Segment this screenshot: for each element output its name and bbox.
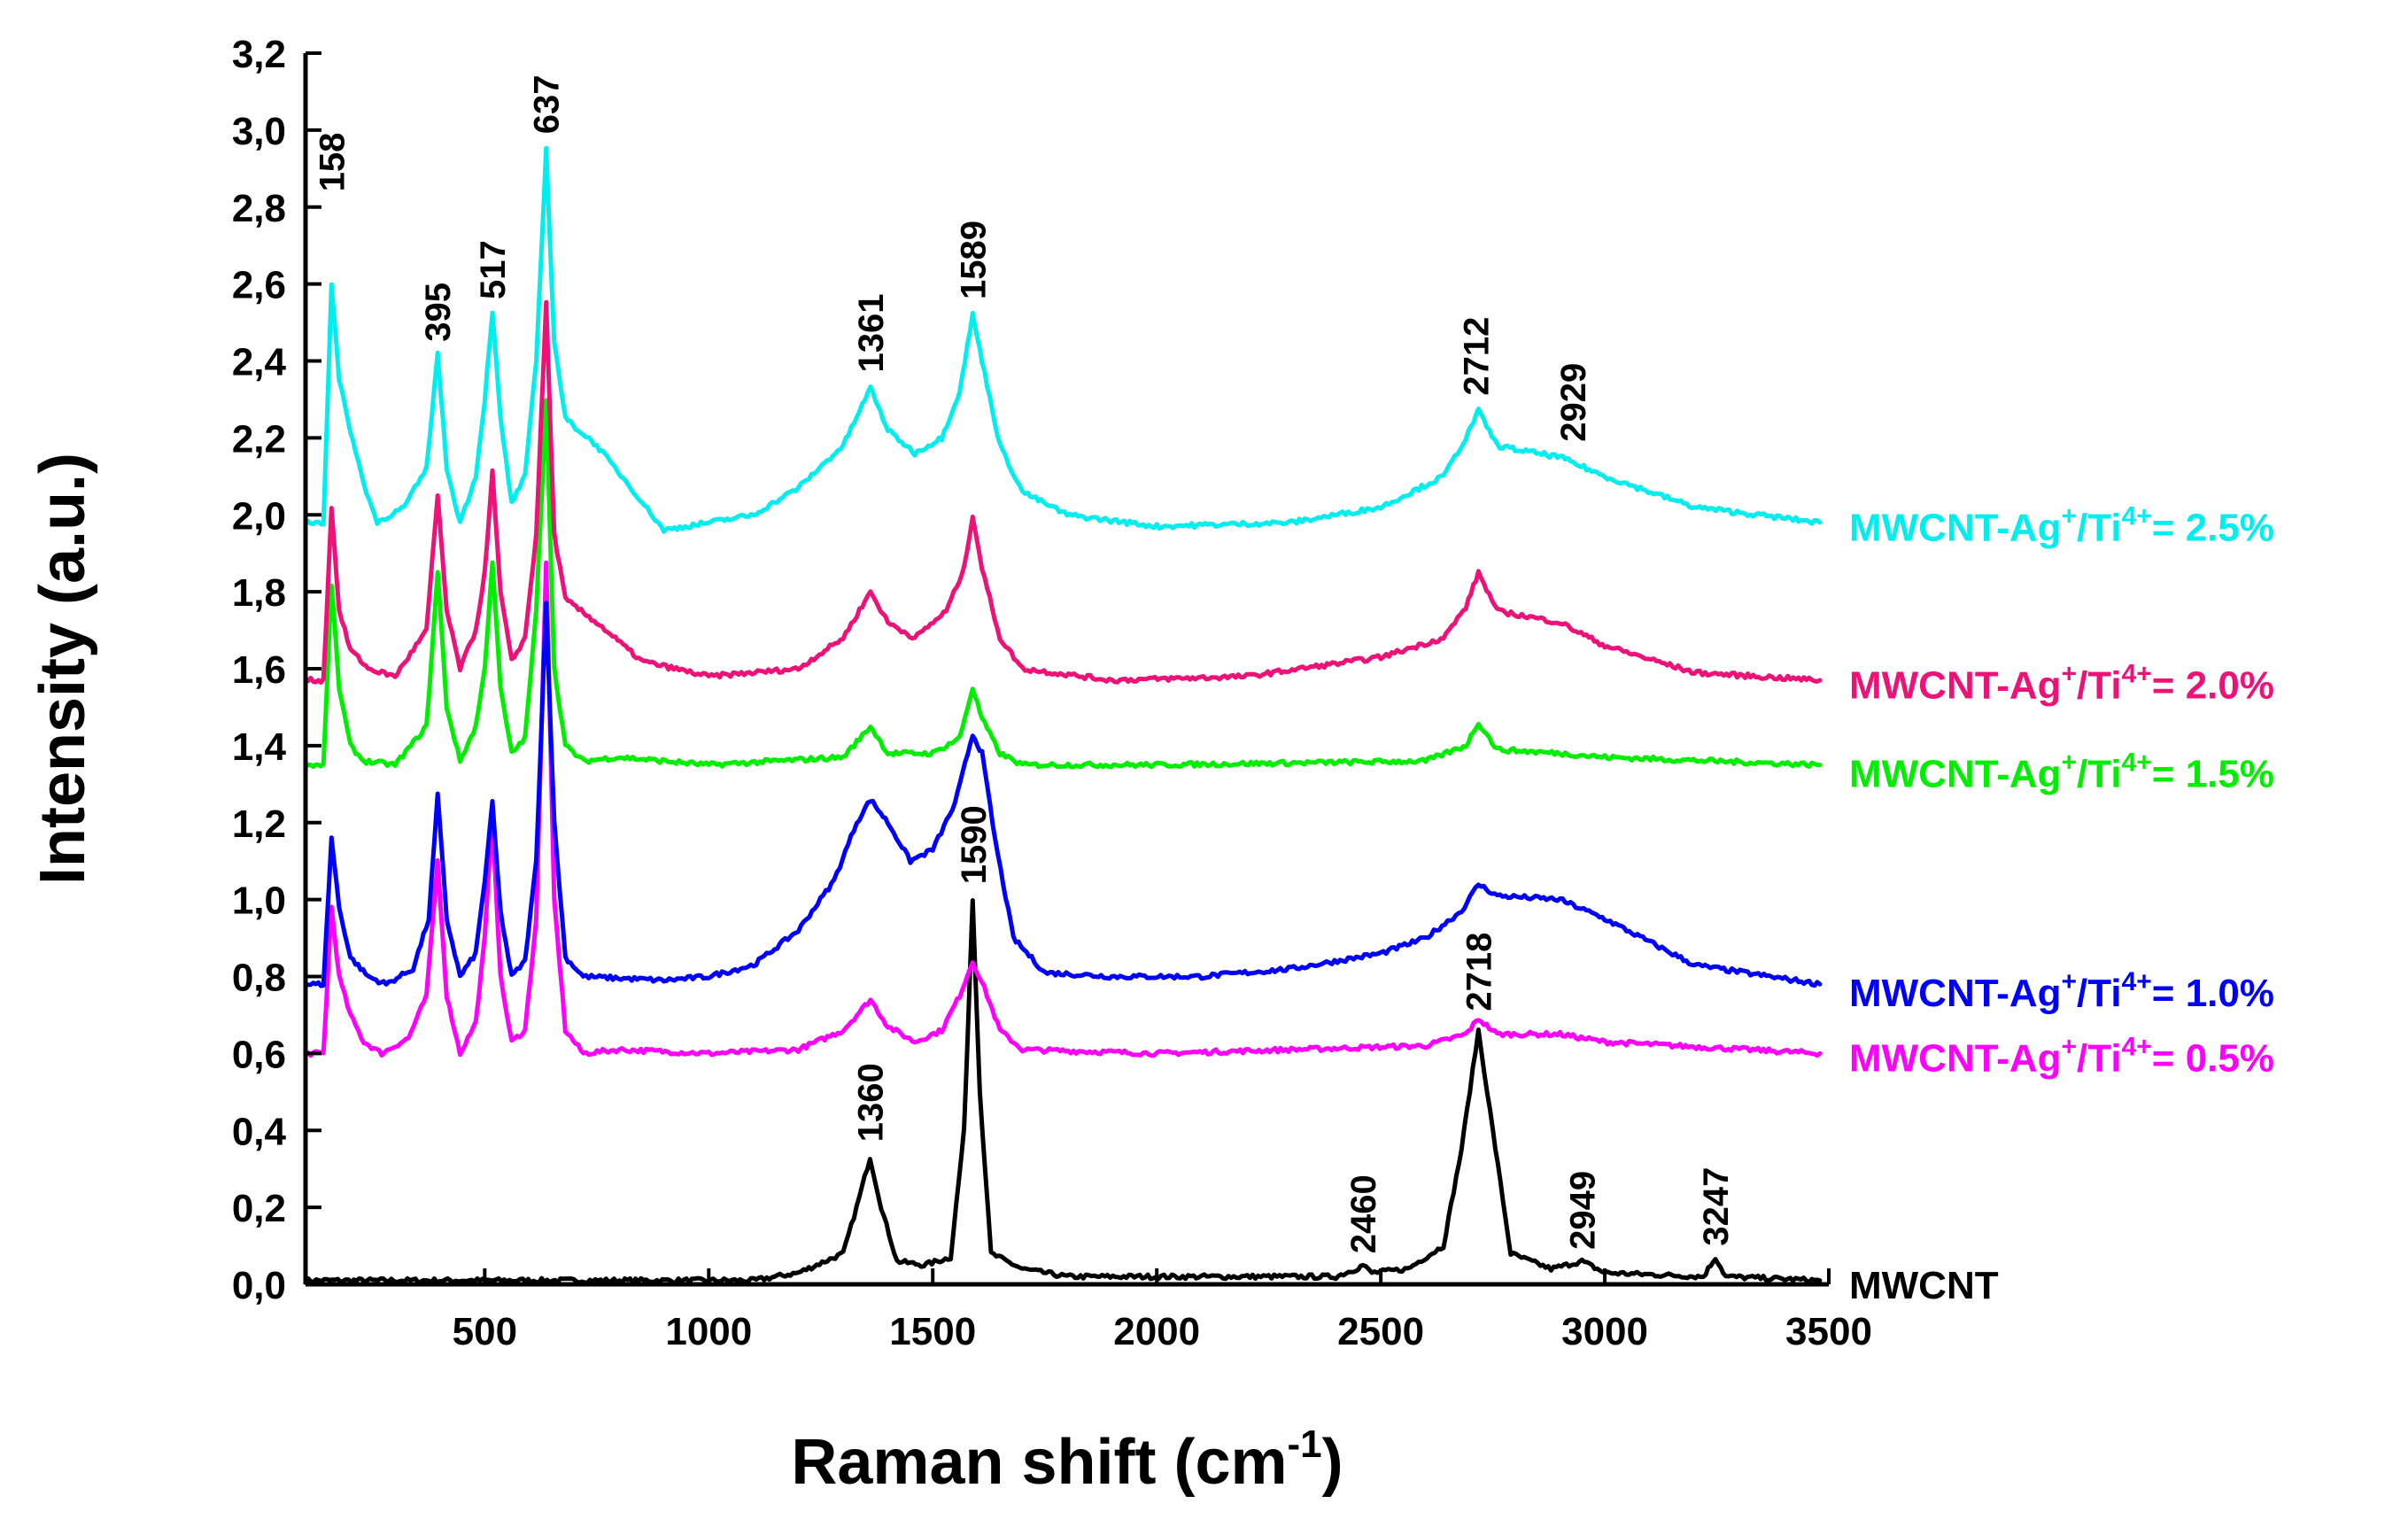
x-axis-title-main: Raman shift (cm — [791, 1427, 1287, 1498]
legend-label-2: MWCNT-Ag+/Ti4+= 1.0% — [1849, 967, 2274, 1015]
peak-label: 2929 — [1554, 363, 1593, 442]
y-tick-label: 3,0 — [232, 110, 286, 153]
y-tick-label: 0,2 — [232, 1187, 286, 1230]
y-tick-label: 1,8 — [232, 571, 286, 615]
peak-label: 1361 — [852, 294, 891, 373]
y-tick-label: 0,0 — [232, 1264, 286, 1307]
peak-label: 158 — [313, 133, 352, 192]
legend: MWCNT MWCNT-Ag+/Ti4+= 0.5% MWCNT-Ag+/Ti4+=… — [1849, 501, 2274, 1307]
peak-labels: 158 395 517 637 1361 1589 2712 2929 1360 1590 2718… — [313, 74, 1736, 1253]
x-tick-label: 3500 — [1785, 1310, 1872, 1353]
peak-label: 517 — [474, 240, 513, 299]
legend-label-5: MWCNT-Ag+/Ti4+= 2.5% — [1849, 501, 2274, 549]
series-layer — [306, 148, 1820, 1283]
peak-label: 1360 — [851, 1063, 890, 1142]
y-tick-label: 2,0 — [232, 494, 286, 538]
x-tick-label: 500 — [453, 1310, 517, 1353]
peak-label: 2712 — [1457, 317, 1496, 396]
y-tick-label: 1,0 — [232, 880, 286, 923]
legend-label-0: MWCNT — [1849, 1264, 1999, 1307]
y-tick-label: 2,8 — [232, 187, 286, 230]
x-tick-label: 3000 — [1561, 1310, 1648, 1353]
peak-label: 3247 — [1697, 1167, 1736, 1246]
peak-label: 1589 — [954, 221, 993, 299]
legend-label-1: MWCNT-Ag+/Ti4+= 0.5% — [1849, 1033, 2274, 1081]
peak-label: 1590 — [955, 805, 994, 884]
peak-label: 395 — [419, 283, 458, 342]
y-tick-label: 0,4 — [232, 1110, 287, 1153]
x-tick-label: 2000 — [1113, 1310, 1200, 1353]
peak-label: 637 — [528, 74, 567, 134]
x-tick-label: 1500 — [889, 1310, 976, 1353]
legend-label-4: MWCNT-Ag+/Ti4+= 2.0% — [1849, 659, 2274, 707]
y-tick-label: 2,4 — [232, 341, 287, 384]
x-tick-label: 1000 — [665, 1310, 752, 1353]
y-tick-label: 1,2 — [232, 802, 286, 846]
peak-label: 2460 — [1344, 1174, 1383, 1253]
y-tick-label: 3,2 — [232, 33, 286, 76]
ticks-layer: 500 1000 1500 2000 2500 3000 3500 0,0 0,2 0,4 0,6 0… — [232, 33, 1872, 1353]
y-tick-label: 1,4 — [232, 725, 287, 769]
x-axis-title-tail: ) — [1322, 1427, 1343, 1498]
legend-label-3: MWCNT-Ag+/Ti4+= 1.5% — [1849, 748, 2274, 795]
x-tick-label: 2500 — [1337, 1310, 1424, 1353]
y-tick-label: 2,6 — [232, 264, 286, 307]
y-tick-label: 0,8 — [232, 957, 286, 1000]
axes-layer — [306, 53, 1829, 1284]
x-axis-title: Raman shift (cm-1) — [791, 1422, 1343, 1498]
raman-chart: 500 1000 1500 2000 2500 3000 3500 0,0 0,2 0,4 0,6 0… — [0, 0, 2408, 1527]
y-tick-label: 2,2 — [232, 417, 286, 461]
x-axis-title-sup: -1 — [1288, 1422, 1322, 1466]
peak-label: 2718 — [1460, 933, 1498, 1012]
y-tick-label: 0,6 — [232, 1033, 286, 1076]
y-axis-title: Intensity (a.u.) — [27, 453, 98, 885]
series-line-5 — [306, 148, 1820, 531]
y-tick-label: 1,6 — [232, 648, 286, 692]
peak-label: 2949 — [1563, 1171, 1602, 1250]
